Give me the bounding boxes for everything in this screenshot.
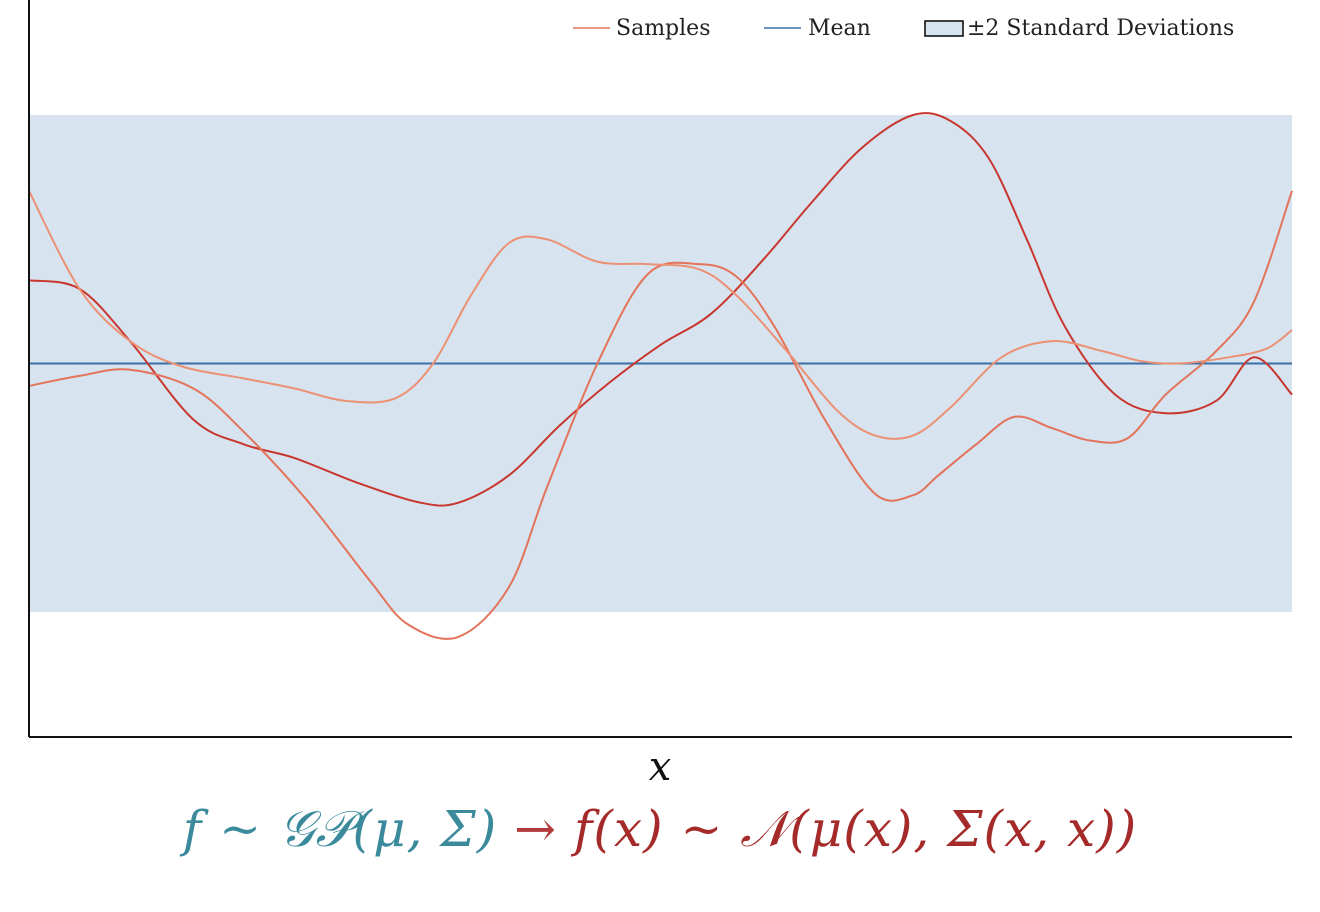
sample-curves [28, 112, 1293, 640]
x-axis-label: x [649, 744, 672, 790]
legend-mean-label: Mean [808, 16, 871, 41]
formula: f ~ 𝒢𝒫(μ, Σ) → f(x) ~ 𝒩(μ(x), Σ(x, x)) [0, 800, 1320, 859]
legend: Samples Mean ±2 Standard Deviations [573, 16, 1234, 41]
formula-marginal: f(x) ~ 𝒩(μ(x), Σ(x, x)) [573, 800, 1138, 858]
sample-curve-1 [28, 112, 1293, 507]
legend-band-swatch [924, 20, 964, 37]
legend-samples-label: Samples [616, 16, 710, 41]
sample-curve-3 [28, 190, 1293, 440]
formula-arrow: → [497, 800, 574, 858]
formula-gp-prior: f ~ 𝒢𝒫(μ, Σ) [182, 800, 498, 858]
sample-curve-2 [28, 190, 1293, 640]
legend-band-label: ±2 Standard Deviations [967, 16, 1234, 41]
